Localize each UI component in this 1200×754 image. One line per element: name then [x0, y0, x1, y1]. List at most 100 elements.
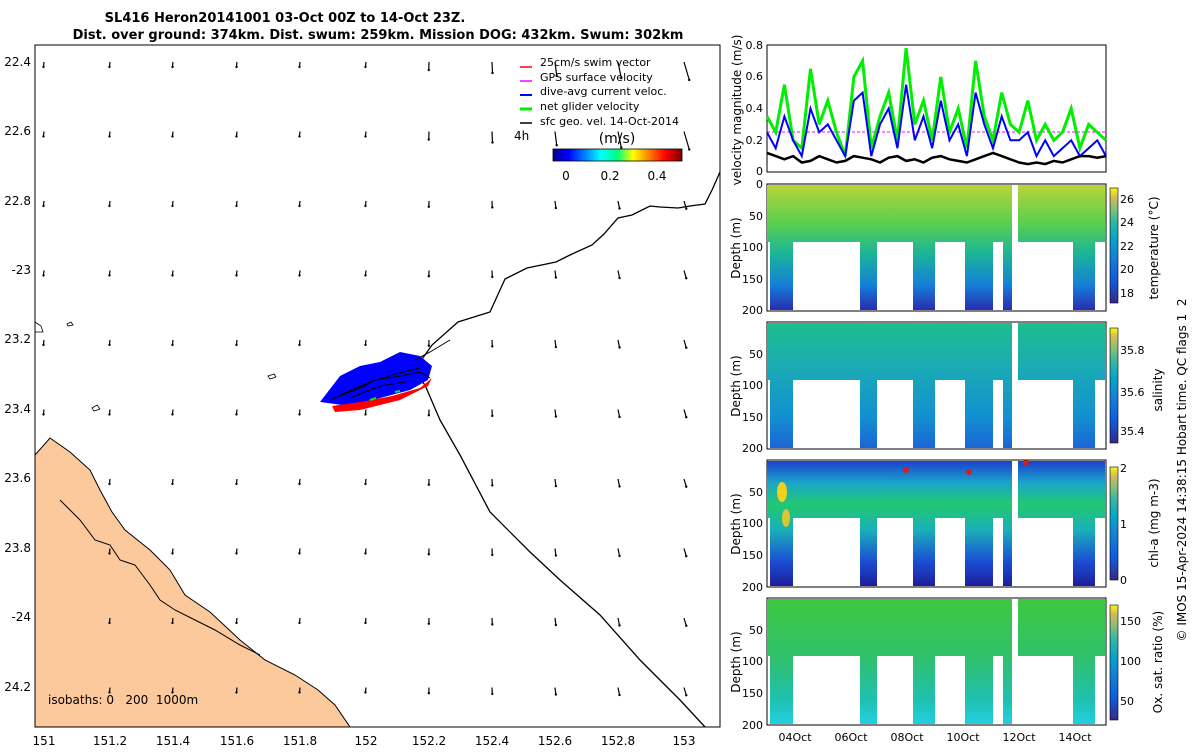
cbar-tick: 35.8 — [1120, 344, 1145, 357]
current-arrow-head — [618, 624, 620, 626]
current-arrow-head — [618, 555, 620, 557]
chla-hotspot — [966, 469, 972, 475]
current-arrow-head — [364, 66, 366, 68]
current-arrow-head — [171, 344, 173, 346]
date-tick: 12Oct — [1002, 731, 1036, 744]
depth-tick: 100 — [742, 241, 763, 254]
current-arrow-head — [618, 277, 620, 279]
cbar-tick: 26 — [1120, 193, 1134, 206]
chla-panel: 0 1 2 chl-a (mg m-3) 50 100 150 200 Dept… — [729, 460, 1161, 594]
oxygen-y-ticks: 50 100 150 200 — [742, 624, 763, 732]
lat-label: 22.6 — [4, 124, 31, 138]
current-arrow-head — [298, 274, 300, 276]
current-arrow-head — [235, 413, 237, 415]
lat-label: -23 — [11, 263, 31, 277]
current-arrow-head — [298, 483, 300, 485]
temperature-cbar-label: temperature (°C) — [1147, 197, 1161, 300]
lon-label: 152.6 — [538, 734, 572, 748]
current-arrow-head — [42, 344, 44, 346]
vel-tick: 0.2 — [746, 134, 764, 147]
time-x-ticks: 04Oct 06Oct 08Oct 10Oct 12Oct 14Oct — [778, 731, 1092, 744]
lon-label: 152.8 — [601, 734, 635, 748]
current-arrow-head — [685, 208, 687, 210]
chla-ylabel: Depth (m) — [729, 493, 743, 554]
current-arrow-head — [491, 141, 493, 143]
salinity-cbar-ticks: 35.4 35.6 35.8 — [1120, 344, 1145, 438]
temperature-colorbar — [1110, 188, 1118, 303]
oxygen-cbar-ticks: 50 100 150 — [1120, 615, 1141, 708]
current-arrow-head — [618, 207, 620, 209]
temperature-cbar-ticks: 18 20 22 24 26 — [1120, 193, 1134, 300]
current-arrow-head — [108, 413, 110, 415]
date-tick: 04Oct — [778, 731, 812, 744]
lon-label: 151.6 — [220, 734, 254, 748]
cbar-tick: 2 — [1120, 462, 1127, 475]
salinity-cbar-label: salinity — [1151, 368, 1165, 411]
vel-tick: 0.8 — [746, 39, 764, 52]
current-arrow-head — [685, 555, 687, 557]
current-arrow-head — [685, 486, 687, 488]
vel-tick: 0 — [756, 165, 763, 178]
current-arrow-head — [42, 205, 44, 207]
current-arrow-head — [428, 275, 430, 277]
current-arrow-head — [108, 205, 110, 207]
cbar-tick: 35.6 — [1120, 386, 1145, 399]
current-arrow-head — [491, 345, 493, 347]
current-arrow-head — [555, 346, 557, 348]
current-arrow-head — [428, 206, 430, 208]
current-arrow-head — [235, 552, 237, 554]
lon-label: 151.4 — [156, 734, 190, 748]
current-arrow-head — [298, 66, 300, 68]
map-panel: 22.4 22.6 22.8 -23 23.2 23.4 23.6 23.8 -… — [4, 45, 720, 748]
current-arrow-head — [428, 345, 430, 347]
lat-label: 22.4 — [4, 55, 31, 69]
current-arrow-head — [108, 483, 110, 485]
current-arrow-head — [108, 135, 110, 137]
vel-tick: 0.6 — [746, 70, 764, 83]
lat-label: 23.8 — [4, 541, 31, 555]
depth-tick: 50 — [749, 624, 763, 637]
current-arrow-head — [364, 552, 366, 554]
temperature-panel: 18 20 22 24 26 temperature (°C) 0 50 100… — [729, 178, 1161, 317]
cbar-tick: 24 — [1120, 216, 1134, 229]
chla-hotspot — [782, 509, 790, 527]
current-arrow-head — [428, 692, 430, 694]
salinity-ylabel: Depth (m) — [729, 355, 743, 416]
cbar-tick: 0 — [1120, 574, 1127, 587]
current-arrow-head — [171, 622, 173, 624]
lon-label: 151.2 — [93, 734, 127, 748]
depth-tick: 150 — [742, 687, 763, 700]
chla-y-ticks: 50 100 150 200 — [742, 486, 763, 594]
current-arrow-head — [491, 693, 493, 695]
current-arrow-head — [491, 276, 493, 278]
current-arrow-head — [235, 274, 237, 276]
date-tick: 10Oct — [946, 731, 980, 744]
current-arrow-head — [618, 346, 620, 348]
current-arrow-head — [298, 622, 300, 624]
salinity-colorbar — [1110, 328, 1118, 443]
current-arrow-head — [491, 72, 493, 74]
current-arrow-head — [171, 413, 173, 415]
title-line-1: SL416 Heron20141001 03-Oct 00Z to 14-Oct… — [105, 11, 466, 26]
current-arrow-head — [364, 344, 366, 346]
current-arrow-head — [171, 66, 173, 68]
current-arrow-head — [235, 205, 237, 207]
current-arrow-head — [108, 66, 110, 68]
salinity-panel: 35.4 35.6 35.8 salinity 50 100 150 200 D… — [729, 322, 1165, 455]
current-arrow-head — [235, 691, 237, 693]
current-arrow-head — [235, 135, 237, 137]
current-arrow-head — [428, 484, 430, 486]
date-tick: 06Oct — [834, 731, 868, 744]
current-arrow-head — [428, 138, 430, 140]
colorbar-gradient — [553, 149, 682, 161]
cbar-tick: 100 — [1120, 655, 1141, 668]
depth-tick: 150 — [742, 549, 763, 562]
lon-label: 152.2 — [412, 734, 446, 748]
chla-hotspot — [903, 467, 909, 473]
current-arrow-head — [364, 274, 366, 276]
current-arrow-head — [364, 205, 366, 207]
oxygen-colorbar — [1110, 605, 1118, 720]
current-arrow-head — [685, 694, 687, 696]
current-arrow-head — [235, 344, 237, 346]
current-arrow-head — [491, 554, 493, 556]
